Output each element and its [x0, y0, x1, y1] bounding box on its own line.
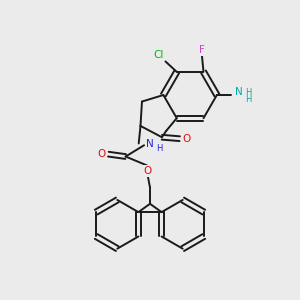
Text: O: O — [143, 166, 151, 176]
Text: H: H — [245, 88, 252, 97]
Text: O: O — [98, 149, 106, 159]
Text: N: N — [146, 139, 153, 149]
Text: H: H — [245, 95, 252, 104]
Text: Cl: Cl — [154, 50, 164, 60]
Text: O: O — [182, 134, 190, 144]
Text: F: F — [200, 45, 205, 55]
Text: H: H — [156, 144, 163, 153]
Text: N: N — [235, 87, 243, 97]
